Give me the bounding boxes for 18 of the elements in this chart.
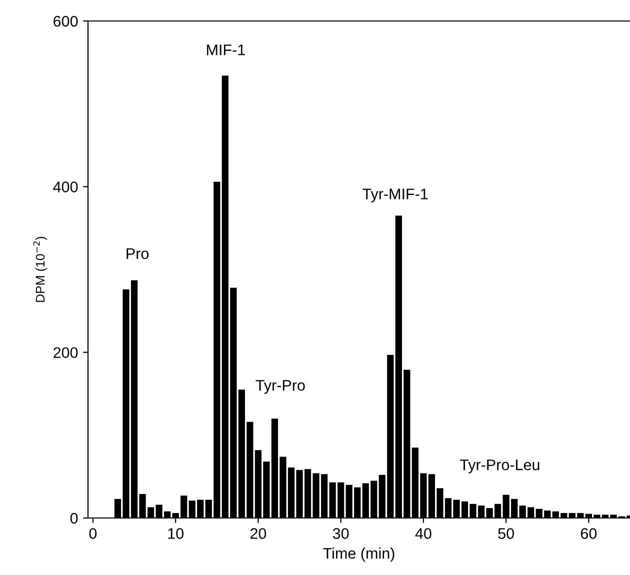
x-tick-label: 50 — [498, 528, 514, 539]
annotation: Tyr-MIF-1 — [362, 188, 428, 202]
annotation: Pro — [126, 248, 149, 260]
x-tick-label: 60 — [580, 528, 597, 539]
y-tick-label: 600 — [54, 16, 78, 27]
y-tick-label: 200 — [54, 347, 78, 358]
annotation: Tyr-Pro-Leu — [460, 460, 540, 474]
y-tick-label: 400 — [53, 182, 78, 192]
x-tick-label: 10 — [168, 528, 184, 539]
x-tick-label: 30 — [332, 528, 349, 539]
y-tick-label: 0 — [70, 512, 78, 524]
x-axis-title: Time (min) — [323, 548, 394, 562]
x-tick-label: 0 — [89, 528, 97, 539]
annotation: Tyr-Pro — [256, 380, 305, 394]
y-axis-title: DPM (10$^{−2}$) — [33, 236, 48, 302]
annotation: MIF-1 — [206, 44, 245, 56]
x-tick-label: 40 — [415, 528, 432, 539]
x-tick-label: 20 — [250, 528, 266, 539]
